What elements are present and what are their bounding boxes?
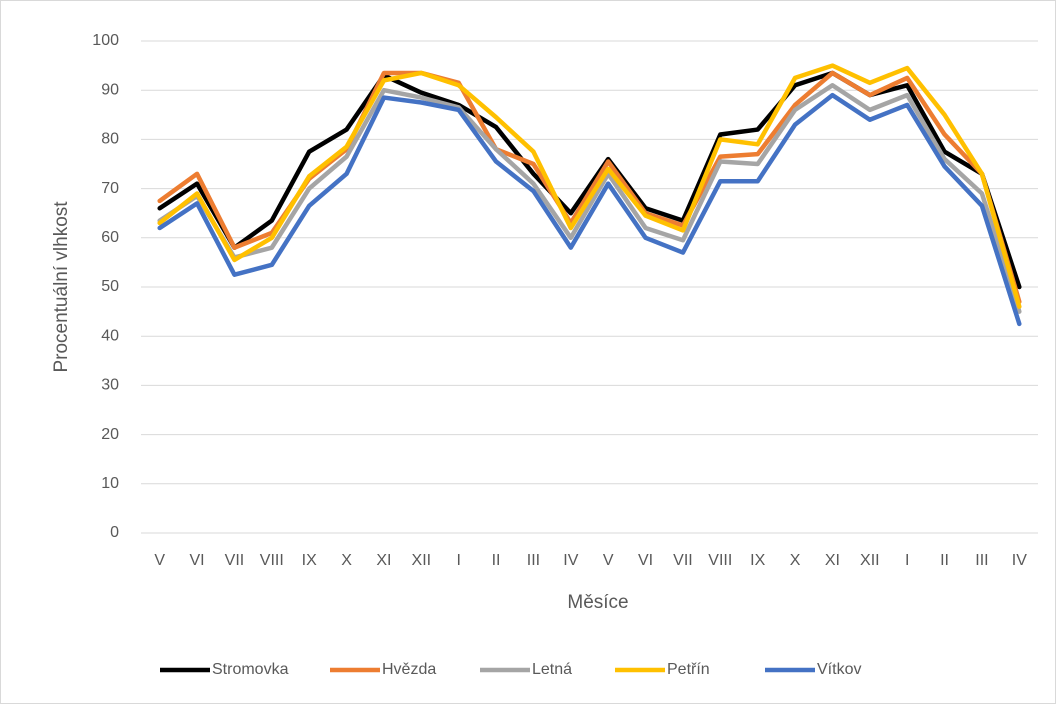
series-line [157,83,1022,314]
y-tick-label: 70 [101,180,119,197]
x-tick-label: II [492,552,501,569]
x-tick-label: XI [825,552,840,569]
y-tick-label: 20 [101,426,119,443]
x-tick-label: VI [638,552,653,569]
legend-label: Letná [532,661,572,678]
legend-label: Hvězda [382,661,436,678]
y-tick-label: 0 [110,524,119,541]
x-tick-label: IX [302,552,317,569]
x-axis-title: Měsíce [567,592,628,613]
x-tick-label: IV [1012,552,1027,569]
x-tick-label: X [790,552,801,569]
y-tick-label: 10 [101,475,119,492]
legend-label: Stromovka [212,661,289,678]
legend-label: Petřín [667,661,710,678]
y-tick-label: 50 [101,278,119,295]
x-tick-label: XII [860,552,880,569]
x-tick-label: VII [225,552,245,569]
y-tick-label: 100 [92,32,119,49]
x-tick-label: VIII [260,552,284,569]
x-tick-label: I [456,552,460,569]
y-tick-label: 30 [101,377,119,394]
y-tick-label: 40 [101,327,119,344]
y-axis-title: Procentuální vlhkost [51,201,72,373]
x-tick-label: V [154,552,165,569]
y-tick-label: 90 [101,81,119,98]
x-tick-label: VII [673,552,693,569]
y-tick-label: 80 [101,131,119,148]
series-line [157,63,1022,309]
x-tick-label: VIII [708,552,732,569]
x-tick-label: III [527,552,540,569]
x-tick-label: III [975,552,988,569]
x-tick-label: XII [412,552,432,569]
series-line [157,92,1022,327]
x-tick-label: V [603,552,614,569]
x-tick-label: XI [376,552,391,569]
x-tick-label: X [341,552,352,569]
x-tick-label: IV [563,552,578,569]
x-tick-label: VI [190,552,205,569]
y-tick-label: 60 [101,229,119,246]
x-tick-label: IX [750,552,765,569]
x-tick-label: II [940,552,949,569]
x-tick-label: I [905,552,909,569]
legend-label: Vítkov [817,661,861,678]
